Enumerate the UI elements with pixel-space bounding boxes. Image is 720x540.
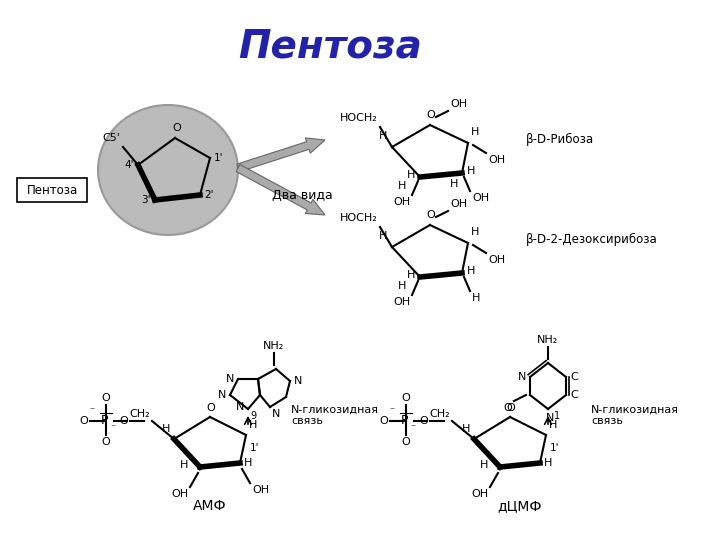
Text: H: H — [462, 424, 470, 434]
Text: O: O — [379, 416, 388, 426]
Text: АМФ: АМФ — [193, 499, 227, 513]
Text: P: P — [400, 415, 408, 428]
Text: O: O — [402, 437, 410, 447]
Text: N-гликозидная
связь: N-гликозидная связь — [291, 404, 379, 426]
Text: OH: OH — [171, 489, 188, 499]
Text: H: H — [249, 420, 257, 430]
Text: H: H — [397, 181, 406, 191]
Text: O: O — [102, 393, 110, 403]
Text: O: O — [402, 393, 410, 403]
Polygon shape — [237, 138, 325, 172]
Text: OH: OH — [471, 489, 488, 499]
Text: дЦМФ: дЦМФ — [498, 499, 542, 513]
Text: O: O — [173, 123, 181, 133]
Text: 1: 1 — [554, 411, 560, 421]
Text: 1': 1' — [250, 443, 259, 453]
Text: H: H — [471, 227, 480, 237]
Text: P: P — [101, 415, 108, 428]
Text: NH₂: NH₂ — [264, 341, 284, 351]
Text: N: N — [272, 409, 280, 419]
Text: H: H — [161, 424, 170, 434]
Text: H: H — [179, 460, 188, 470]
Text: 3': 3' — [142, 195, 151, 205]
Text: OH: OH — [393, 297, 410, 307]
Text: C: C — [570, 390, 577, 400]
Text: O: O — [427, 210, 436, 220]
Text: H: H — [480, 460, 488, 470]
Text: H: H — [549, 420, 557, 430]
Text: H: H — [407, 270, 415, 280]
Text: NH₂: NH₂ — [537, 335, 559, 345]
Text: H: H — [379, 231, 387, 241]
Text: N: N — [518, 372, 526, 382]
Text: OH: OH — [252, 485, 269, 495]
Text: H: H — [397, 281, 406, 291]
Text: 1': 1' — [550, 443, 559, 453]
Text: 4': 4' — [125, 160, 134, 170]
Text: ⁻: ⁻ — [389, 406, 394, 416]
Text: 9: 9 — [250, 411, 256, 421]
Text: H: H — [467, 266, 475, 276]
Text: O: O — [427, 110, 436, 120]
Text: CH₂: CH₂ — [130, 409, 150, 419]
Text: O: O — [207, 403, 215, 413]
Text: H: H — [544, 458, 552, 468]
Text: N-гликозидная
связь: N-гликозидная связь — [591, 404, 679, 426]
Text: Пентоза: Пентоза — [238, 28, 422, 66]
Text: ⁻: ⁻ — [89, 406, 94, 416]
Text: N: N — [225, 374, 234, 384]
Text: O: O — [79, 416, 88, 426]
Text: O: O — [507, 403, 516, 413]
Text: OH: OH — [393, 197, 410, 207]
Text: N: N — [235, 402, 244, 412]
Text: CH₂: CH₂ — [429, 409, 450, 419]
Text: H: H — [407, 170, 415, 180]
Text: H: H — [467, 166, 475, 176]
Text: O: O — [102, 437, 110, 447]
Text: HOCH₂: HOCH₂ — [341, 213, 378, 223]
Text: ⁻: ⁻ — [410, 423, 415, 433]
Text: O: O — [503, 403, 512, 413]
Text: OH: OH — [472, 193, 489, 203]
Text: O: O — [419, 416, 428, 426]
Text: N: N — [546, 413, 554, 423]
Ellipse shape — [98, 105, 238, 235]
Polygon shape — [236, 165, 325, 215]
Text: 1': 1' — [214, 153, 223, 163]
Text: N: N — [217, 390, 226, 400]
Text: H: H — [244, 458, 253, 468]
Text: Два вида: Два вида — [272, 188, 333, 201]
Text: H: H — [472, 293, 480, 303]
Text: N: N — [294, 376, 302, 386]
Text: C5': C5' — [102, 133, 120, 143]
Text: Пентоза: Пентоза — [27, 184, 78, 197]
Text: C: C — [570, 372, 577, 382]
FancyBboxPatch shape — [17, 178, 87, 202]
Text: OH: OH — [488, 255, 505, 265]
Text: β-D-2-Дезоксирибоза: β-D-2-Дезоксирибоза — [526, 232, 658, 246]
Text: H: H — [449, 179, 458, 189]
Text: HOCH₂: HOCH₂ — [341, 113, 378, 123]
Text: H: H — [471, 127, 480, 137]
Text: OH: OH — [450, 99, 467, 109]
Text: O: O — [120, 416, 128, 426]
Text: ⁻: ⁻ — [110, 423, 115, 433]
Text: 2': 2' — [204, 190, 214, 200]
Text: H: H — [379, 131, 387, 141]
Text: β-D-Рибоза: β-D-Рибоза — [526, 132, 594, 146]
Text: OH: OH — [450, 199, 467, 209]
Text: OH: OH — [488, 155, 505, 165]
